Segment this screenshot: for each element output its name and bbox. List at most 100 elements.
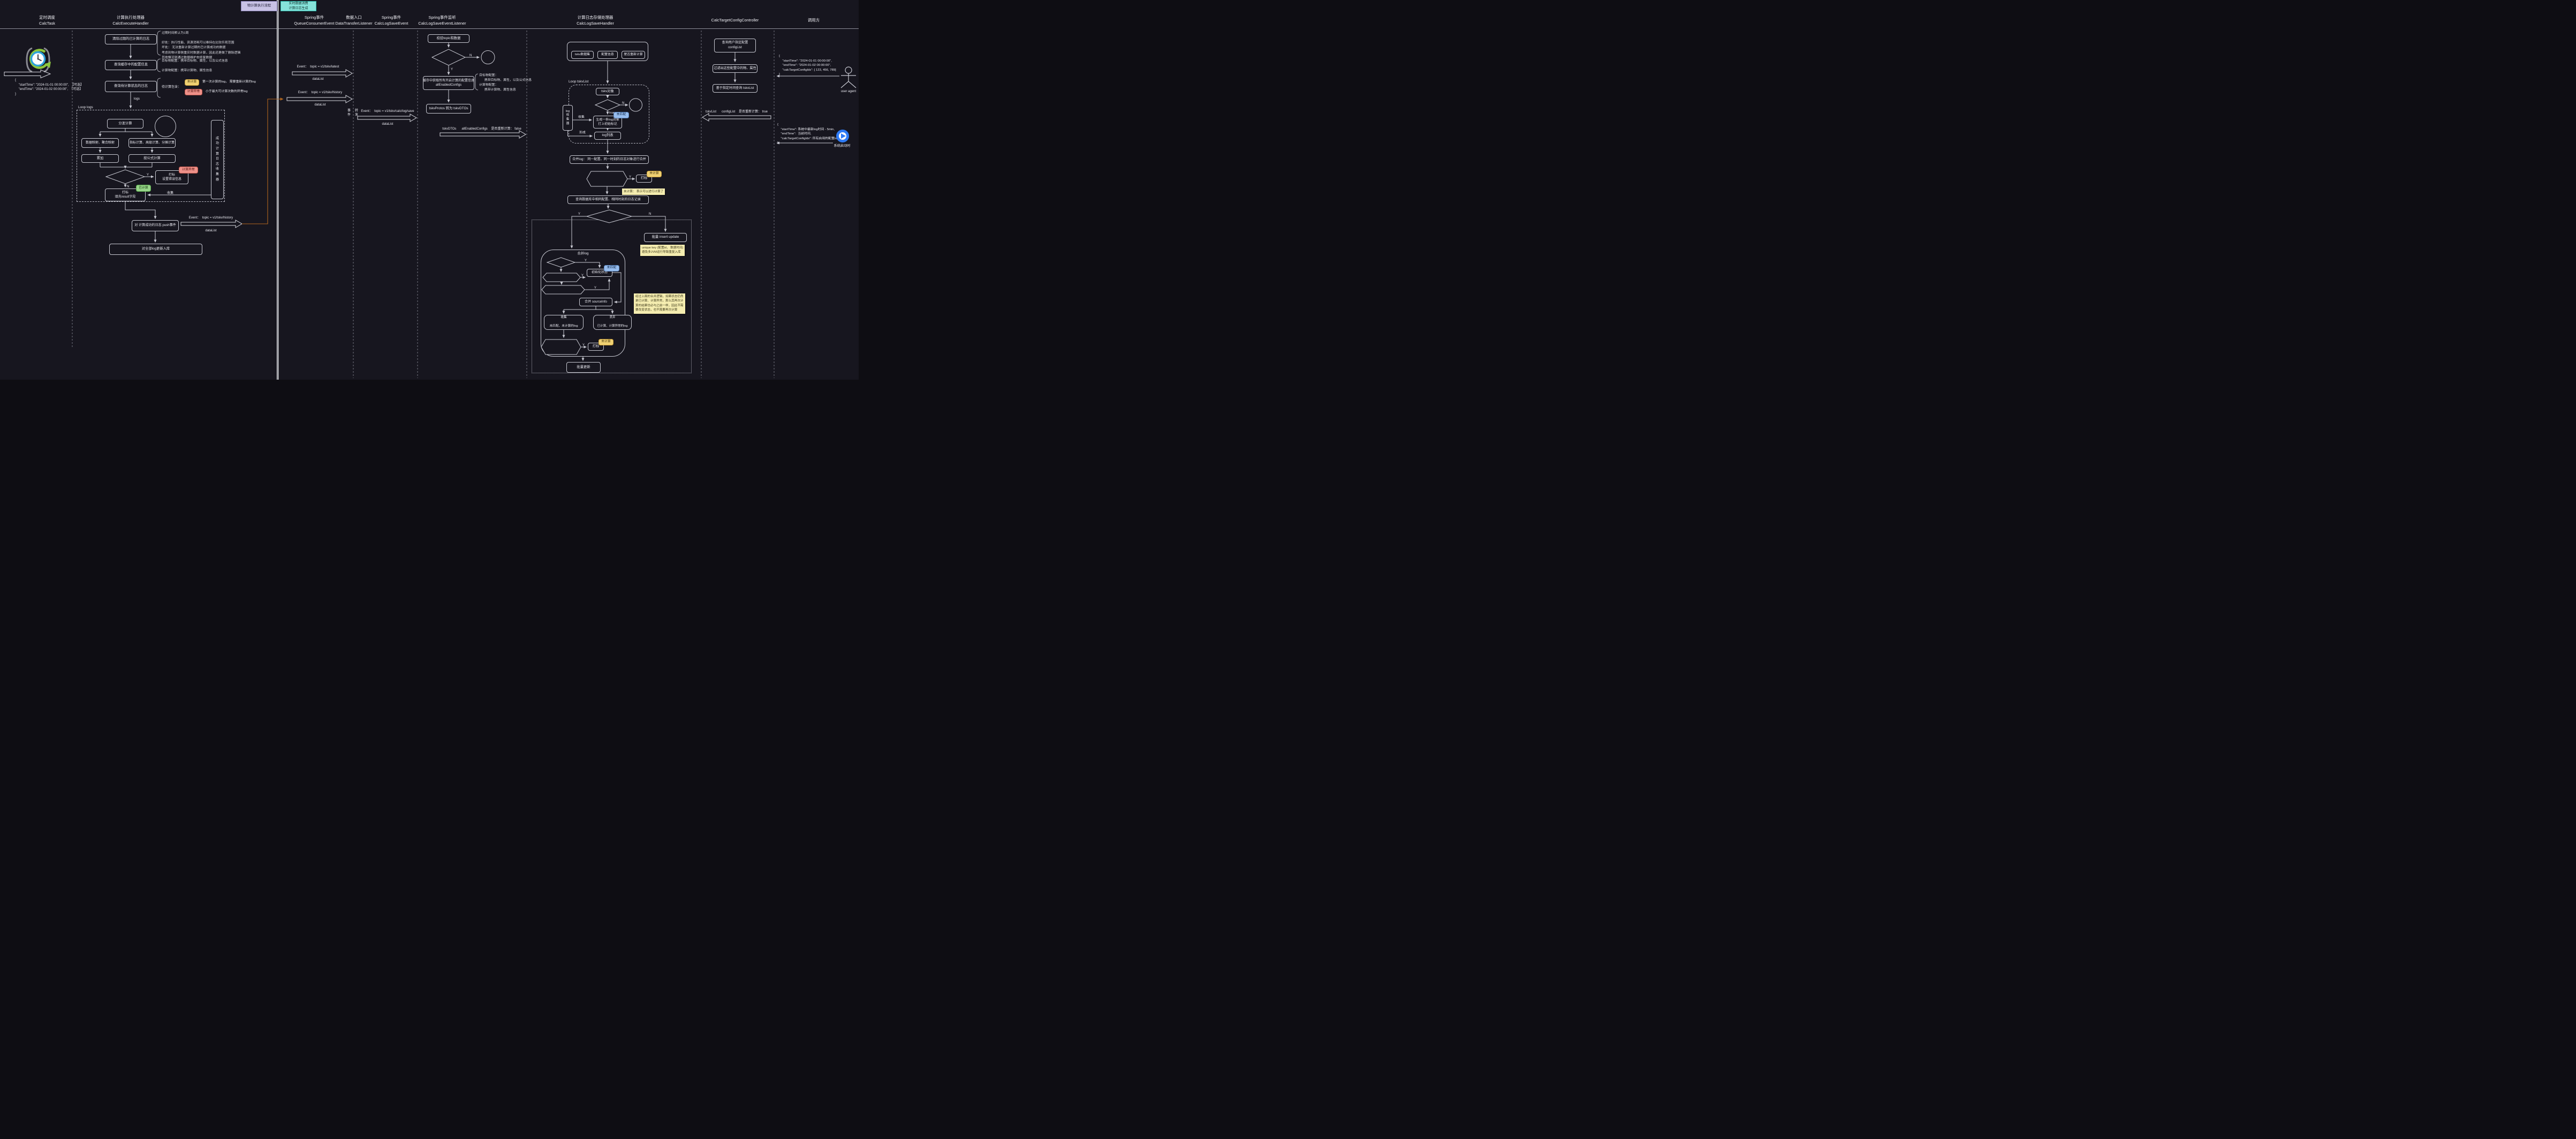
sticky-merge-logic: 经过上面的合并逻辑，如果状态仍然 是已计算、计算异常，那么其再次计 算的结果也必…	[634, 293, 685, 314]
step-mark-error: 打标 设置错误信息	[155, 170, 188, 184]
step-query-cached-config: 查询缓存中的配置信息	[105, 60, 157, 70]
label-n: N	[127, 185, 130, 188]
step-dispatch-calc: 分发计算	[107, 119, 143, 129]
lane-header-queueconsumerevent: Spring事件 QueueConsumerEvent	[294, 15, 335, 26]
label-n: N	[649, 213, 651, 216]
play-icon	[836, 130, 849, 142]
step-collect-unmatched: 收集 未匹配、未计算的log	[544, 315, 584, 330]
loop-logs-label: Loop logs	[78, 105, 93, 109]
badge-calculated: 已计算	[136, 185, 151, 192]
node-tskv-object: tskv对象	[596, 88, 619, 95]
lane-header-caller: 调用方	[807, 18, 820, 22]
badge-unmatched: 未匹配	[613, 112, 629, 118]
step-clear-expired-logs: 清除过期的已计算的日志	[105, 34, 157, 44]
lane-header-calclogsavehandler: 计算日志存储处理器 CalcLogSaveHandler	[577, 15, 614, 26]
step-indicator-calc: 指标计算、高级计算、分摊计算	[128, 138, 176, 148]
label-y: Y	[578, 213, 581, 216]
lane-header-calctargetconfigcontroller: CalcTargetConfigController	[711, 18, 759, 22]
badge-not-calculated: 未计算	[598, 339, 613, 345]
sticky-not-calc-meaning: 未计算： 表示可以进行计算了	[622, 188, 665, 195]
step-discard-calculated: 丢弃 已计算、计算异常的log	[593, 315, 632, 330]
loop-tskvlist-label: Loop tskvList	[569, 80, 589, 84]
legend-realtime-flow: 实时数据消费 计算日志生成	[281, 1, 316, 11]
label-true: true	[609, 111, 615, 115]
controller-out-args: tskvList configList 是否重新计算： true	[705, 110, 768, 114]
step-query-tskvlist-by-time: 基于指定时间查询 tskvList	[713, 84, 757, 93]
step-formula-calc: 按公式计算	[128, 154, 176, 163]
param-recalc-flag: 是否重新计算	[622, 51, 645, 59]
label-y: Y	[147, 174, 149, 177]
label-pending-includes: 待计算包含：	[162, 86, 181, 89]
step-validate-topic: 校验topic和数据	[428, 34, 469, 43]
user-agent-icon	[840, 66, 857, 88]
success-log-collector: 成 功 计 算 日 志 收 集 器	[211, 120, 224, 199]
user-agent-label: user agent	[840, 90, 857, 93]
label-y: Y	[594, 286, 597, 290]
lane-header-datatransferlistener: 数据入口 DataTransferListener	[335, 15, 373, 26]
merge-log-container	[541, 250, 625, 357]
step-data-mapping: 数据映射、聚合映射	[81, 138, 119, 148]
step-filter-things-attrs: 过滤出这些配置中的物、属性	[713, 64, 757, 73]
node-log-list: log列表	[594, 132, 621, 140]
label-collect: 收集	[578, 116, 585, 119]
note-config-meaning: 目标物配置：携带目标物、属性，以及公式信息 计算物配置：携带计算物、属性信息	[162, 59, 228, 73]
step-merge-log: 合并log： 同一配置、同一时刻的日志对象进行合并	[570, 155, 649, 164]
step-batch-insert-update: 批量 insert update	[644, 233, 687, 242]
loop-logs-container	[77, 110, 225, 202]
step-merge-sourceinfo: 合并 sourceInfo	[579, 298, 612, 306]
legend-calc-flow: 物计算执行流程	[241, 1, 277, 11]
param-config-info: 配置信息	[597, 51, 618, 59]
badge-calc-error: 计算异常	[179, 167, 198, 174]
label-collect: 收集	[167, 191, 174, 195]
lane-header-calctask: 定时调度 CalcTask	[39, 15, 55, 26]
log-collector: log 收 集 器	[563, 105, 573, 131]
step-batch-update: 批量更新	[566, 362, 601, 373]
merge-log-container-label: 合并log	[577, 252, 589, 255]
event-latest-payload: dataList	[312, 78, 324, 81]
param-tskv-dataset: tskv数据集	[571, 51, 594, 59]
event-latest-label: Event： topic = v1/tskv/latest	[297, 65, 339, 69]
note-not-calculated: 第一次计算的log， 需要重新计算的log	[202, 80, 256, 84]
badge-unmatched: 未匹配	[604, 265, 619, 271]
boot-label: 系统启动时	[834, 144, 851, 148]
label-form: 形成	[579, 131, 586, 134]
label-y: Y	[629, 176, 632, 179]
lane-header-calclogsaveeventlistener: Spring事件监听 CalcLogSaveEventListener	[418, 15, 466, 26]
step-query-pending-logs: 查询待计算状态的日志	[105, 81, 157, 92]
label-y: Y	[582, 344, 585, 347]
lane-header-calcexecutehandler: 计算执行处理器 CalcExecuteHandler	[112, 15, 149, 26]
event-save-label: Event： topic = v1/tskv/calc/log/save	[361, 110, 414, 113]
label-n: N	[469, 54, 472, 57]
sticky-unique-key: unique key (配置id， 数据时间) 避免多JVM运行导致重复入库	[640, 245, 685, 256]
event-history-payload: dataList	[205, 229, 217, 232]
note-config-detail: 目标物配置： 携带目标物、属性，以及公式信息 计算物配置： 携带计算物、属性信息	[479, 74, 532, 92]
badge-not-calculated: 未计算	[185, 79, 199, 86]
label-event-forward-2: 转 发	[355, 109, 359, 117]
label-y: Y	[581, 274, 584, 277]
note-calc-error: 小于最大可计算次数的异常log	[206, 90, 248, 93]
event-history2-payload: dataList	[314, 103, 326, 107]
diagram-canvas: 物计算执行流程 实时数据消费 计算日志生成 定时调度 CalcTask 计算执行…	[0, 0, 859, 380]
event-history-label: Event： topic = v1/tskv/history	[188, 216, 233, 220]
diagram-lines	[0, 0, 859, 380]
label-y: Y	[585, 259, 587, 262]
step-get-enabled-configs: 缓存中获取所有开启计算的配置信息 allEnabledConfigs	[423, 76, 474, 90]
event-history2-label: Event： topic = v1/tskv/history	[298, 91, 343, 94]
label-n: N	[622, 102, 625, 105]
lane-header-calclogsaveevent: Spring事件 CalcLogSaveEvent	[374, 15, 408, 26]
badge-not-calculated: 未计算	[647, 171, 662, 177]
timer-icon	[26, 47, 51, 73]
step-proto-to-dto: tskvProtos 转为 tskvDTOs	[426, 104, 471, 114]
step-query-user-configs: 查询用户指定配置 configList	[714, 39, 756, 52]
step-update-all-logs: 对全部log更新入库	[109, 244, 202, 255]
scheduler-request-json: { "startTime": "2024-01-01 00:00:00", 【可…	[15, 79, 84, 96]
caller-request-json: { "startTime": "2024-01-01 00:00:00", "e…	[779, 55, 836, 77]
label-y: Y	[451, 68, 453, 71]
event-save-payload: dataList	[382, 123, 393, 126]
label-logs: logs	[134, 97, 140, 101]
history-event-connector	[242, 97, 284, 224]
note-expire-policy: 过期时间默认为1周 好处：执行性能、资源消耗可以维持在比较乐观范围 坏处： 无法…	[162, 32, 241, 59]
listener-out-args: tskvDTOs allEnabledConfigs 是否重新计算： false	[442, 127, 521, 131]
badge-calc-error: 计算异常	[185, 89, 202, 95]
step-query-db-logs: 查询数据库中相同配置、相同时刻的日志记录	[567, 195, 649, 204]
